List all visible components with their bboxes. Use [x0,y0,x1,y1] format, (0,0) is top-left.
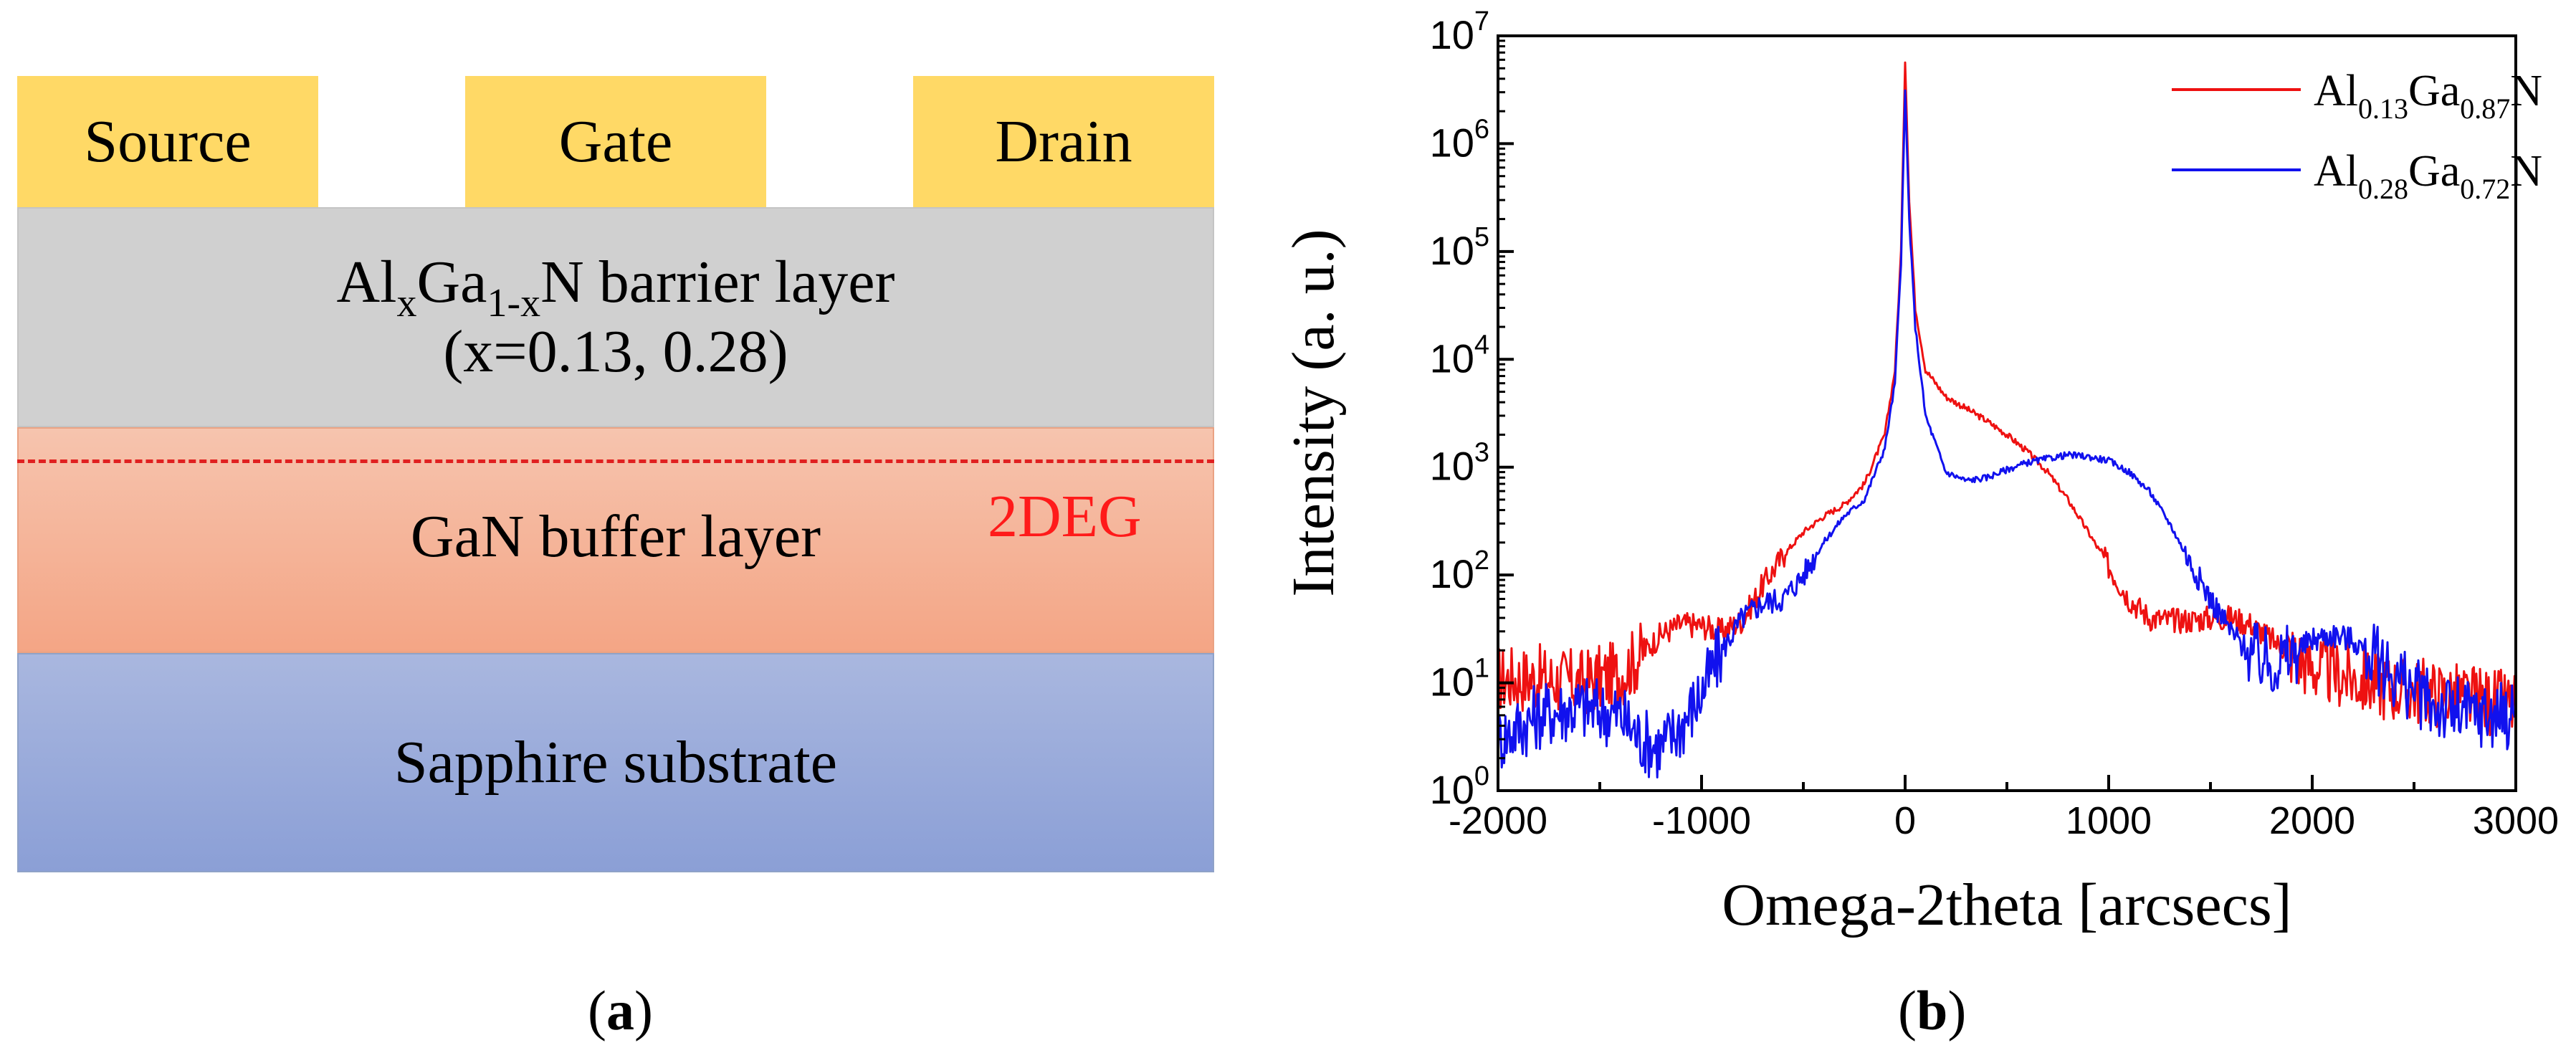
source-label: Source [84,107,251,176]
series-group [1498,62,2516,777]
substrate-label: Sapphire substrate [394,728,837,798]
barrier-layer: AlxGa1-xN barrier layer (x=0.13, 0.28) [17,207,1214,427]
barrier-composition: (x=0.13, 0.28) [443,318,788,387]
twodeg-dashed-line [17,459,1214,463]
x-tick-label: 0 [1894,799,1916,842]
source-contact: Source [17,76,318,207]
gate-label: Gate [559,107,673,176]
device-structure-panel: Source Gate Drain AlxGa1-xN barrier laye… [0,0,1233,1053]
x-axis-label: Omega-2theta [arcsecs] [1722,872,2291,938]
y-tick-label: 106 [1430,114,1489,165]
x-tick-label: 2000 [2269,799,2355,842]
y-tick-label: 101 [1430,654,1489,705]
y-tick-label: 102 [1430,545,1489,596]
xrd-chart: -2000 -1000 0 1000 2000 300010010110210310410… [1276,0,2576,975]
sapphire-substrate: Sapphire substrate [17,653,1214,872]
y-axis-label: Intensity (a. u.) [1280,229,1347,596]
series-line-0.13 [1498,62,2516,735]
buffer-layer-label: GaN buffer layer [17,502,1214,571]
drain-contact: Drain [913,76,1214,207]
legend-entry: Al0.28Ga0.72N [2314,147,2542,205]
x-tick-label: 3000 [2473,799,2559,842]
barrier-layer-title: AlxGa1-xN barrier layer [337,248,895,318]
panel-b-caption: (b) [1898,978,1966,1043]
panel-a-caption: (a) [588,978,653,1043]
y-tick-label: 103 [1430,438,1489,489]
x-tick-label: -1000 [1652,799,1751,842]
gate-contact: Gate [465,76,766,207]
y-tick-label: 104 [1430,330,1489,381]
x-tick-label: 1000 [2066,799,2152,842]
legend-entry: Al0.13Ga0.87N [2314,67,2542,125]
drain-label: Drain [995,107,1132,176]
y-tick-label: 105 [1430,222,1489,273]
legend: Al0.13Ga0.87N Al0.28Ga0.72N [2172,67,2542,205]
y-tick-label: 107 [1430,6,1489,57]
